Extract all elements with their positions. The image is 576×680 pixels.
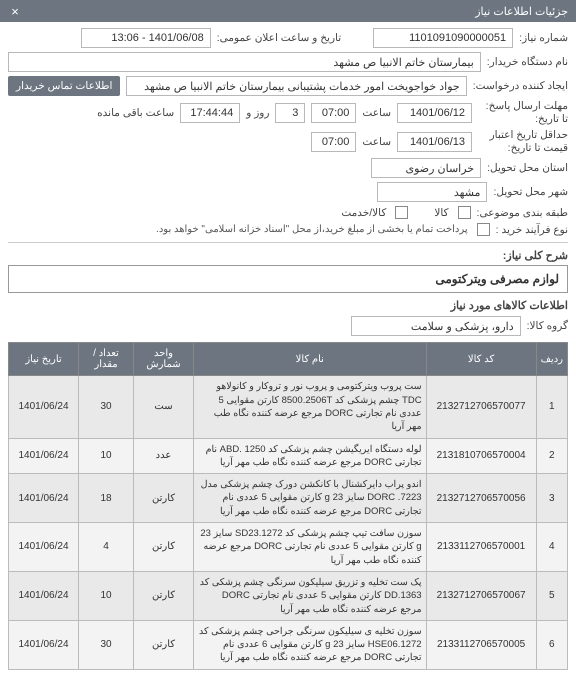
details-title: جزئیات اطلاعات نیاز <box>475 5 568 18</box>
buyer-label: نام دستگاه خریدار: <box>487 56 568 68</box>
group-field: دارو، پزشکی و سلامت <box>351 316 521 336</box>
cell-date: 1401/06/24 <box>9 571 79 620</box>
table-row: 42133112706570001سوزن سافت تیپ چشم پزشکی… <box>9 523 568 572</box>
province-field: خراسان رضوی <box>371 158 481 178</box>
table-row: 22131810706570004لوله دستگاه ایریگیشن چش… <box>9 438 568 474</box>
purchase-note: پرداخت تمام یا بخشی از مبلغ خرید،از محل … <box>156 224 468 235</box>
service-label: کالا/خدمت <box>341 207 386 219</box>
days-count-field: 3 <box>275 103 305 123</box>
goods-checkbox[interactable] <box>458 206 471 219</box>
cell-name: ست پروب ویترکتومی و پروب نور و تروکار و … <box>194 376 427 438</box>
days-label: روز و <box>246 107 269 119</box>
requester-field: جواد خواجویخت امور خدمات پشتیبانی بیمارس… <box>126 76 466 96</box>
cell-code: 2131810706570004 <box>426 438 536 474</box>
purchase-type-checkbox[interactable] <box>477 223 490 236</box>
cell-date: 1401/06/24 <box>9 438 79 474</box>
cell-row: 4 <box>536 523 567 572</box>
contact-info-badge[interactable]: اطلاعات تماس خریدار <box>8 76 120 96</box>
cell-name: اندو پراب دایرکشنال با کانکشن دورک چشم پ… <box>194 474 427 523</box>
cell-unit: کارتن <box>134 571 194 620</box>
cell-qty: 30 <box>79 376 134 438</box>
description-field: لوازم مصرفی ویترکتومی <box>8 265 568 293</box>
table-row: 62133112706570005سوزن تخلیه ی سیلیکون سر… <box>9 620 568 669</box>
cell-row: 6 <box>536 620 567 669</box>
close-icon[interactable]: × <box>8 4 22 18</box>
deadline-time-field: 07:00 <box>311 103 356 123</box>
details-header-bar: جزئیات اطلاعات نیاز × <box>0 0 576 22</box>
cell-name: سوزن تخلیه ی سیلیکون سرنگی جراحی چشم پزش… <box>194 620 427 669</box>
validity-label: حداقل تاریخ اعتبار قیمت تا تاریخ: <box>478 129 568 154</box>
deadline-label: مهلت ارسال پاسخ: تا تاریخ: <box>478 100 568 125</box>
time-label-2: ساعت <box>362 136 391 148</box>
cell-unit: عدد <box>134 438 194 474</box>
description-label: شرح کلی نیاز: <box>8 249 568 262</box>
cell-code: 2133112706570005 <box>426 620 536 669</box>
cell-code: 2132712706570077 <box>426 376 536 438</box>
items-table: ردیف کد کالا نام کالا واحد شمارش تعداد /… <box>8 342 568 669</box>
cell-name: سوزن سافت تیپ چشم پزشکی کد SD23.1272 سای… <box>194 523 427 572</box>
cell-name: لوله دستگاه ایریگیشن چشم پزشکی کد ABD. 1… <box>194 438 427 474</box>
cell-row: 1 <box>536 376 567 438</box>
cell-qty: 10 <box>79 571 134 620</box>
cell-date: 1401/06/24 <box>9 376 79 438</box>
remaining-label: ساعت باقی مانده <box>97 107 174 119</box>
province-label: استان محل تحویل: <box>487 162 568 174</box>
cell-row: 2 <box>536 438 567 474</box>
announce-label: تاریخ و ساعت اعلان عمومی: <box>217 32 341 44</box>
col-header-name: نام کالا <box>194 343 427 376</box>
separator <box>8 242 568 243</box>
table-row: 52132712706570067پک ست تخلیه و تزریق سیل… <box>9 571 568 620</box>
table-row: 12132712706570077ست پروب ویترکتومی و پرو… <box>9 376 568 438</box>
cell-qty: 4 <box>79 523 134 572</box>
cell-name: پک ست تخلیه و تزریق سیلیکون سرنگی چشم پز… <box>194 571 427 620</box>
items-table-wrap: ۰۲۱-۸۸۲۶ ردیف کد کالا نام کالا واحد شمار… <box>8 342 568 669</box>
cell-date: 1401/06/24 <box>9 523 79 572</box>
cell-unit: ست <box>134 376 194 438</box>
category-label: طبقه بندی موضوعی: <box>477 207 568 219</box>
cell-qty: 18 <box>79 474 134 523</box>
city-field: مشهد <box>377 182 487 202</box>
time-label-1: ساعت <box>362 107 391 119</box>
goods-label: کالا <box>434 207 448 219</box>
table-row: 32132712706570056اندو پراب دایرکشنال با … <box>9 474 568 523</box>
need-number-label: شماره نیاز: <box>519 32 568 44</box>
cell-code: 2133112706570001 <box>426 523 536 572</box>
city-label: شهر محل تحویل: <box>493 186 568 198</box>
col-header-date: تاریخ نیاز <box>9 343 79 376</box>
buyer-field: بیمارستان خاتم الانبیا ص مشهد <box>8 52 481 72</box>
cell-code: 2132712706570056 <box>426 474 536 523</box>
deadline-date-field: 1401/06/12 <box>397 103 472 123</box>
cell-code: 2132712706570067 <box>426 571 536 620</box>
cell-date: 1401/06/24 <box>9 474 79 523</box>
purchase-type-label: نوع فرآیند خرید : <box>496 224 568 236</box>
cell-unit: کارتن <box>134 523 194 572</box>
validity-time-field: 07:00 <box>311 132 356 152</box>
announce-field: 1401/06/08 - 13:06 <box>81 28 211 48</box>
items-table-title: اطلاعات کالاهای مورد نیاز <box>8 299 568 312</box>
cell-row: 3 <box>536 474 567 523</box>
cell-qty: 30 <box>79 620 134 669</box>
col-header-unit: واحد شمارش <box>134 343 194 376</box>
col-header-row: ردیف <box>536 343 567 376</box>
col-header-qty: تعداد / مقدار <box>79 343 134 376</box>
cell-row: 5 <box>536 571 567 620</box>
cell-unit: کارتن <box>134 620 194 669</box>
service-checkbox[interactable] <box>395 206 408 219</box>
validity-date-field: 1401/06/13 <box>397 132 472 152</box>
cell-date: 1401/06/24 <box>9 620 79 669</box>
col-header-code: کد کالا <box>426 343 536 376</box>
form-area: شماره نیاز: 1101091090000051 تاریخ و ساع… <box>0 22 576 680</box>
cell-unit: کارتن <box>134 474 194 523</box>
cell-qty: 10 <box>79 438 134 474</box>
need-number-field: 1101091090000051 <box>373 28 513 48</box>
remaining-time-field: 17:44:44 <box>180 103 240 123</box>
group-label: گروه کالا: <box>527 320 568 332</box>
requester-label: ایجاد کننده درخواست: <box>473 80 568 92</box>
